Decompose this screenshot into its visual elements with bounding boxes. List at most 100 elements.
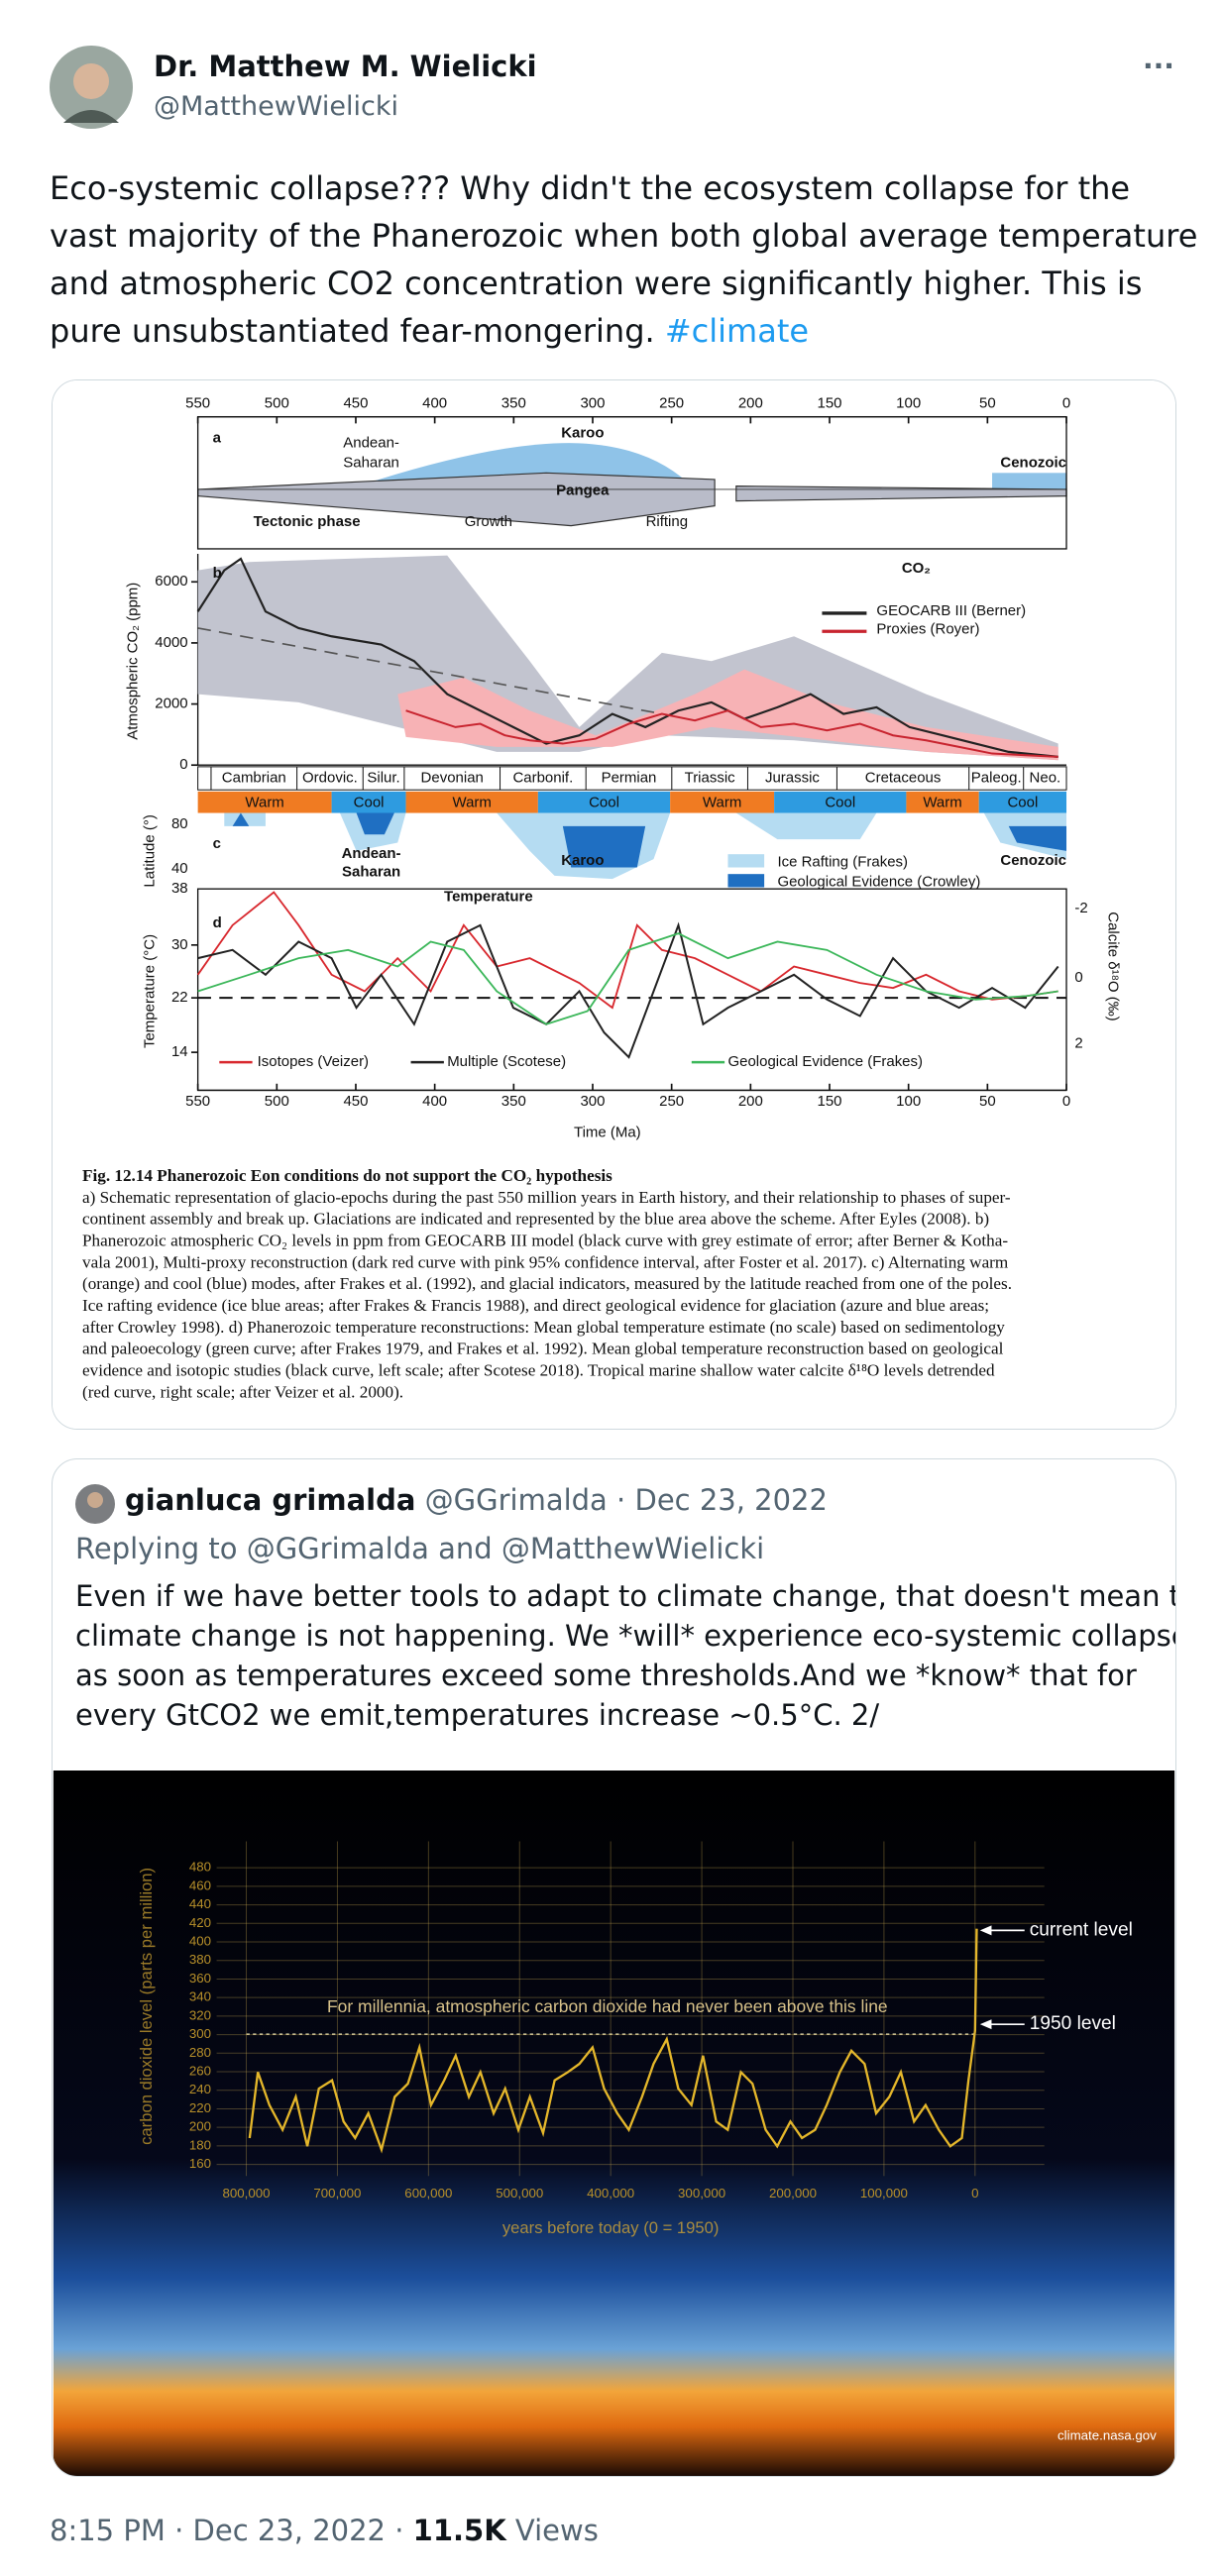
x-tick-label: 0 xyxy=(971,2186,978,2200)
views-label: Views xyxy=(514,2514,599,2547)
y-tick-label: 200 xyxy=(189,2119,211,2134)
credit: climate.nasa.gov xyxy=(1057,2428,1157,2443)
figure-label: Cenozoic xyxy=(1000,454,1066,471)
mode-label: Cool xyxy=(825,794,855,810)
figure: Warm Cool Warm Cool Warm Cool Warm Cool 550 500 4… xyxy=(53,380,1175,1429)
x-tick-label: 600,000 xyxy=(404,2186,452,2200)
date[interactable]: Dec 23, 2022 xyxy=(192,2514,386,2547)
period-label: Paleog. xyxy=(971,769,1022,786)
axis-tick-label: 550 xyxy=(185,394,210,411)
axis-tick-label: 30 xyxy=(171,936,188,953)
axis-tick-label: 80 xyxy=(171,815,188,832)
y-tick-label: 220 xyxy=(189,2100,211,2115)
text-line: every GtCO2 we emit,temperatures increas… xyxy=(75,1698,880,1732)
avatar[interactable] xyxy=(50,46,133,129)
mode-label: Cool xyxy=(589,794,619,810)
period-label: Carbonif. xyxy=(512,769,573,786)
author-handle[interactable]: @MatthewWielicki xyxy=(154,91,399,122)
figure-label: Growth xyxy=(465,513,512,530)
figure-label: a xyxy=(213,429,222,446)
axis-tick-label: -2 xyxy=(1074,900,1087,916)
mode-label: Warm xyxy=(453,794,492,810)
y-tick-label: 320 xyxy=(189,2007,211,2022)
period-label: Silur. xyxy=(367,769,399,786)
mode-band xyxy=(906,791,979,813)
axis-tick-label: 500 xyxy=(265,1093,289,1110)
tweet-text: Eco-systemic collapse??? Why didn't the … xyxy=(50,164,1197,355)
figure-label: Temperature (°C) xyxy=(141,934,158,1048)
author-name[interactable]: Dr. Matthew M. Wielicki xyxy=(154,50,537,83)
x-tick-label: 300,000 xyxy=(678,2186,725,2200)
caption-line: a) Schematic representation of glacio-ep… xyxy=(82,1188,1011,1207)
caption-line: Fig. 12.14 Phanerozoic Eon conditions do… xyxy=(82,1166,612,1185)
annotation: For millennia, atmospheric carbon dioxid… xyxy=(327,1996,888,2016)
figure-label: Geological Evidence (Crowley) xyxy=(777,873,980,890)
figure-label: Latitude (°) xyxy=(141,814,158,887)
figure-label: Andean- xyxy=(343,434,399,451)
views-count: 11.5K xyxy=(412,2514,506,2547)
quoted-handle: @GGrimalda xyxy=(424,1483,608,1517)
caption-line: Ice rafting evidence (ice blue areas; af… xyxy=(82,1296,989,1315)
mode-band xyxy=(331,791,406,813)
axis-tick-label: 100 xyxy=(896,394,921,411)
axis-tick-label: 450 xyxy=(343,394,368,411)
y-tick-label: 440 xyxy=(189,1896,211,1911)
axis-tick-label: 450 xyxy=(343,1093,368,1110)
x-tick-label: 500,000 xyxy=(496,2186,543,2200)
axis-tick-label: 14 xyxy=(171,1043,188,1060)
text-line: and atmospheric CO2 concentration were s… xyxy=(50,265,1143,302)
mode-band xyxy=(405,791,538,813)
figure-label: GEOCARB III (Berner) xyxy=(876,602,1026,619)
y-tick-label: 340 xyxy=(189,1989,211,2004)
axis-tick-label: 50 xyxy=(979,1093,996,1110)
x-tick-label: 200,000 xyxy=(769,2186,817,2200)
y-tick-label: 480 xyxy=(189,1860,211,1875)
y-axis-label: carbon dioxide level (parts per million) xyxy=(137,1868,156,2145)
y-tick-label: 460 xyxy=(189,1878,211,1892)
y-tick-label: 160 xyxy=(189,2156,211,2171)
footer: 8:15 PM · Dec 23, 2022 · 11.5K Views xyxy=(50,2514,599,2547)
x-tick-label: 400,000 xyxy=(587,2186,634,2200)
more-menu[interactable]: ··· xyxy=(1143,50,1174,82)
quoted-name: gianluca grimalda xyxy=(125,1483,416,1517)
figure-label: Cenozoic xyxy=(1000,852,1066,869)
y-tick-label: 380 xyxy=(189,1952,211,1967)
figure-label: Tectonic phase xyxy=(254,513,361,530)
y-tick-label: 300 xyxy=(189,2026,211,2041)
caption-line: continent assembly and break up. Glaciat… xyxy=(82,1210,989,1229)
quoted-header: gianluca grimalda @GGrimalda · Dec 23, 2… xyxy=(125,1483,828,1517)
axis-tick-label: 400 xyxy=(422,394,447,411)
figure-label: Saharan xyxy=(343,454,399,471)
mode-band xyxy=(197,791,332,813)
time[interactable]: 8:15 PM xyxy=(50,2514,166,2547)
media-figure[interactable]: Warm Cool Warm Cool Warm Cool Warm Cool 550 500 4… xyxy=(52,379,1176,1430)
axis-tick-label: 4000 xyxy=(155,634,187,651)
period-label: Cretaceous xyxy=(865,769,942,786)
level-1950-label: 1950 level xyxy=(1030,2013,1116,2034)
figure-label: Time (Ma) xyxy=(574,1125,641,1141)
quoted-date: Dec 23, 2022 xyxy=(634,1483,828,1517)
figure-label: b xyxy=(213,565,222,582)
period-label: Jurassic xyxy=(765,769,820,786)
y-tick-label: 360 xyxy=(189,1971,211,1986)
figure-label: Pangea xyxy=(556,483,610,499)
text-span: pure unsubstantiated fear-mongering. xyxy=(50,312,655,350)
current-level-label: current level xyxy=(1030,1919,1133,1940)
hashtag[interactable]: #climate xyxy=(664,312,810,350)
replying-to: Replying to @GGrimalda and @MatthewWieli… xyxy=(75,1532,765,1565)
separator: · xyxy=(616,1483,626,1517)
axis-tick-label: 38 xyxy=(171,880,188,897)
axis-tick-label: 22 xyxy=(171,989,188,1006)
period-label: Triassic xyxy=(685,769,736,786)
quoted-tweet[interactable]: gianluca grimalda @GGrimalda · Dec 23, 2… xyxy=(52,1458,1176,2477)
quoted-text: Even if we have better tools to adapt to… xyxy=(75,1576,1175,1735)
axis-tick-label: 150 xyxy=(817,394,841,411)
figure-label: Temperature xyxy=(444,888,533,905)
caption-line: Phanerozoic atmospheric CO₂ levels in pp… xyxy=(82,1232,1008,1250)
y-tick-label: 420 xyxy=(189,1915,211,1930)
figure-label: Multiple (Scotese) xyxy=(447,1053,566,1070)
axis-tick-label: 100 xyxy=(896,1093,921,1110)
axis-tick-label: 250 xyxy=(659,394,684,411)
text-line: pure unsubstantiated fear-mongering. #cl… xyxy=(50,307,1197,355)
